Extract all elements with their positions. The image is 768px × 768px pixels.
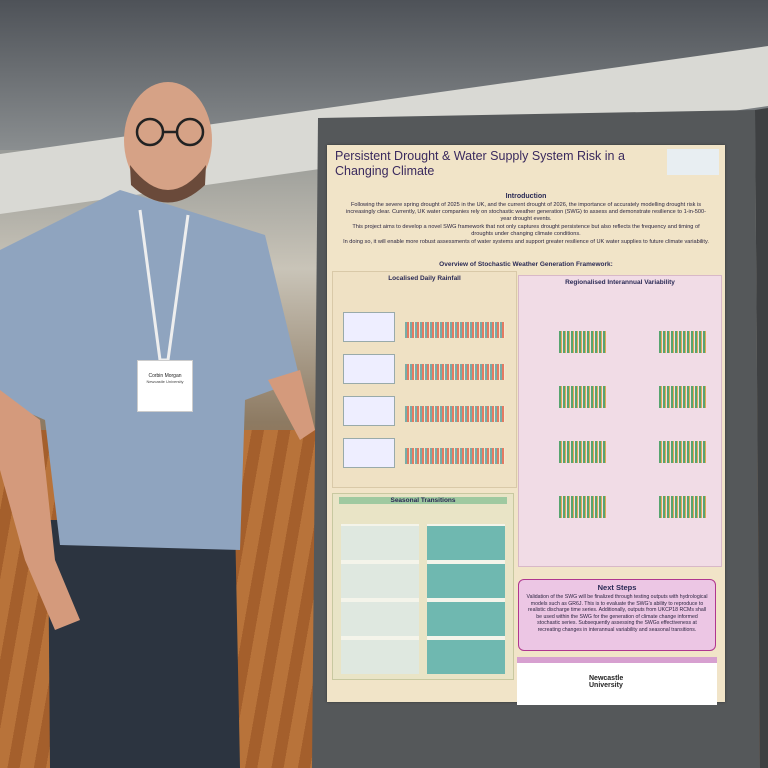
plot	[559, 386, 607, 408]
plot	[405, 406, 505, 422]
intro-heading: Introduction	[505, 193, 547, 200]
next-steps-heading: Next Steps	[597, 583, 637, 592]
plot	[559, 441, 607, 463]
plot-grid	[427, 524, 505, 674]
section-heading: Seasonal Transitions	[339, 497, 507, 504]
plot-grid	[341, 524, 419, 674]
plot	[343, 354, 395, 384]
plot	[659, 331, 707, 353]
plot	[659, 496, 707, 518]
plot	[559, 496, 607, 518]
plot	[659, 441, 707, 463]
badge-name: Corbin Morgan	[148, 373, 182, 379]
poster-title: Persistent Drought & Water Supply System…	[335, 149, 625, 178]
footer-bar: Newcastle University	[517, 657, 717, 705]
intro-paragraph: In doing so, it will enable more robust …	[343, 239, 709, 245]
name-badge: Corbin Morgan Newcastle University	[137, 360, 193, 412]
variability-panel: Regionalised Interannual Variability	[518, 275, 722, 567]
logo-block	[667, 149, 719, 175]
plot	[343, 312, 395, 342]
plot	[405, 448, 505, 464]
plot	[343, 438, 395, 468]
plot	[405, 322, 505, 338]
overview-heading: Overview of Stochastic Weather Generatio…	[439, 261, 613, 268]
plot	[559, 331, 607, 353]
section-heading: Localised Daily Rainfall	[388, 275, 461, 282]
intro-paragraph: This project aims to develop a novel SWG…	[352, 224, 700, 237]
next-steps-text: Validation of the SWG will be finalized …	[526, 594, 708, 633]
poster: Persistent Drought & Water Supply System…	[327, 145, 725, 705]
plot	[405, 364, 505, 380]
section-heading: Regionalised Interannual Variability	[565, 279, 675, 286]
plot	[343, 396, 395, 426]
footer-logo: Newcastle University	[589, 675, 624, 689]
rainfall-panel: Localised Daily Rainfall	[332, 271, 517, 488]
person	[0, 82, 315, 768]
plot	[659, 386, 707, 408]
next-steps-box: Next Steps Validation of the SWG will be…	[518, 579, 716, 651]
seasonal-panel: Seasonal Transitions	[332, 493, 514, 680]
badge-affiliation: Newcastle University	[146, 379, 184, 384]
intro-paragraph: Following the severe spring drought of 2…	[346, 202, 706, 222]
